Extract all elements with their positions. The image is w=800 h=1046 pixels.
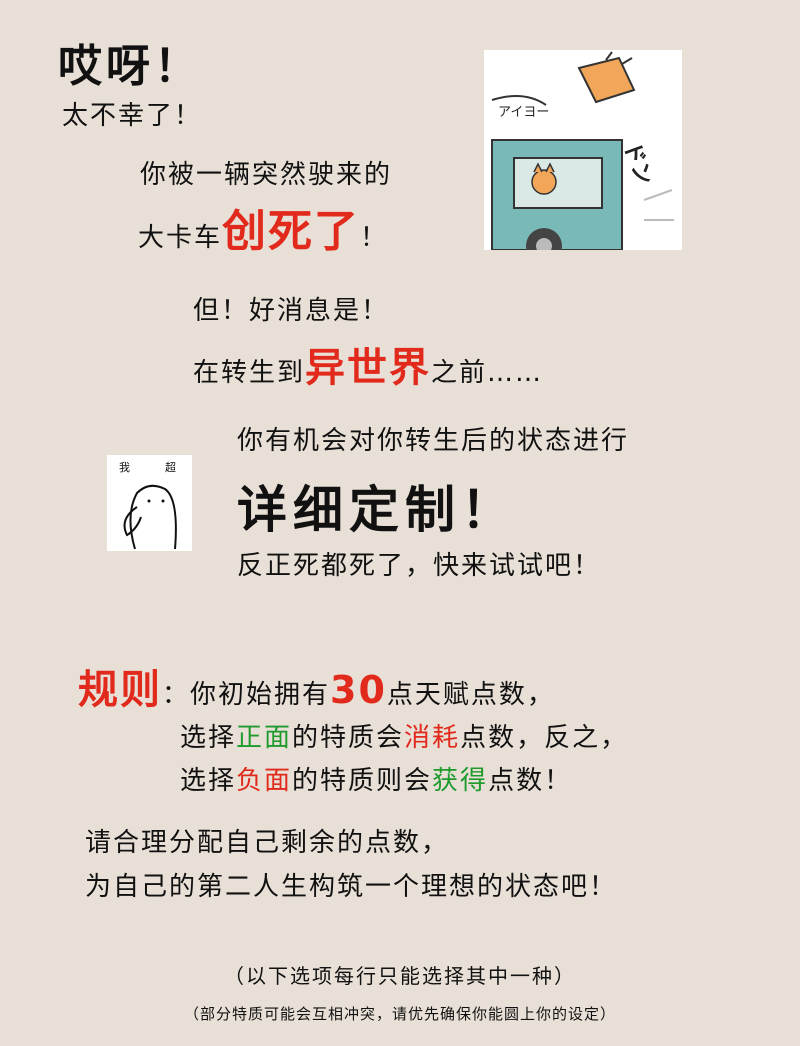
- chance-text: 你有机会对你转生后的状态进行: [237, 426, 630, 456]
- before-prefix: 在转生到: [193, 358, 306, 388]
- cat-caption-left: 我: [119, 461, 130, 474]
- rules-l1-prefix: 你初始拥有: [190, 680, 331, 710]
- rules-l2-suffix: 点数，反之，: [460, 723, 629, 753]
- unlucky-text: 太不幸了！: [62, 101, 203, 131]
- truck-caption: アイヨー: [498, 105, 549, 120]
- exclaim-title: 哎呀！: [58, 41, 202, 92]
- rules-l1-suffix: 点天赋点数，: [386, 680, 555, 710]
- rules-colon: ：: [162, 680, 191, 710]
- hit-emphasis: 创死了: [222, 206, 361, 257]
- advice-line-2: 为自己的第二人生构筑一个理想的状态吧！: [85, 872, 618, 902]
- truck-crash-image: アイヨー ドン: [484, 50, 682, 250]
- rules-l2-mid: 的特质会: [292, 723, 405, 753]
- negative-label: 负面: [236, 766, 293, 796]
- cat-meme-image: 我 超: [107, 455, 192, 551]
- good-news-text: 但！好消息是！: [193, 296, 390, 326]
- gain-label: 获得: [432, 766, 489, 796]
- rules-line-1: 规则：你初始拥有30点天赋点数，: [78, 657, 555, 715]
- advice-line-1: 请合理分配自己剩余的点数，: [85, 828, 450, 858]
- hit-line-1: 你被一辆突然驶来的: [140, 160, 393, 190]
- hit-line-2: 大卡车创死了！: [138, 195, 388, 259]
- rules-line-2: 选择正面的特质会消耗点数，反之，: [180, 717, 628, 754]
- hit-line-2-prefix: 大卡车: [138, 223, 223, 253]
- before-line: 在转生到异世界之前……: [193, 335, 543, 393]
- rules-l3-suffix: 点数！: [488, 766, 573, 796]
- rules-label: 规则: [78, 667, 162, 713]
- initial-points: 30: [330, 668, 387, 712]
- rules-l3-mid: 的特质则会: [292, 766, 433, 796]
- custom-title: 详细定制！: [237, 481, 517, 539]
- before-suffix: 之前……: [431, 358, 544, 388]
- rules-l3-prefix: 选择: [180, 766, 237, 796]
- try-it-text: 反正死都死了，快来试试吧！: [237, 551, 602, 581]
- rules-line-3: 选择负面的特质则会获得点数！: [180, 760, 572, 797]
- rules-l2-prefix: 选择: [180, 723, 237, 753]
- hit-line-2-suffix: ！: [360, 223, 389, 253]
- footer-subnote: （部分特质可能会互相冲突，请优先确保你能圆上你的设定）: [183, 1005, 616, 1023]
- consume-label: 消耗: [404, 723, 461, 753]
- footer-note: （以下选项每行只能选择其中一种）: [224, 964, 576, 988]
- other-world-emphasis: 异世界: [305, 345, 432, 391]
- cat-caption-right: 超: [165, 460, 176, 474]
- positive-label: 正面: [236, 723, 293, 753]
